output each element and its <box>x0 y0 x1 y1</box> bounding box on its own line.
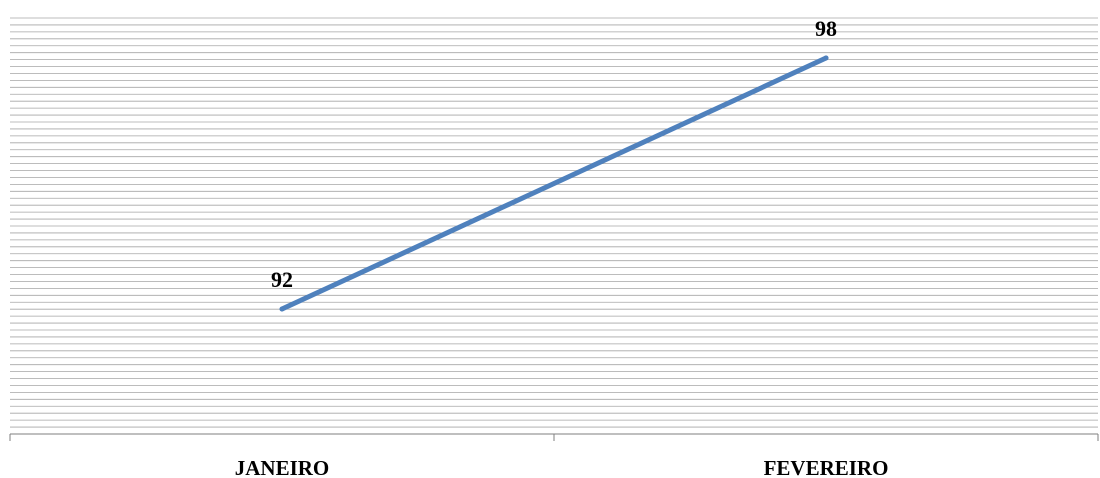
x-axis-ticks <box>9 434 1099 441</box>
data-labels: 92 98 <box>271 16 837 292</box>
gridlines <box>10 17 1098 428</box>
series-group <box>279 55 829 312</box>
data-label: 92 <box>271 267 293 292</box>
x-tick-label: FEVEREIRO <box>764 456 889 478</box>
x-tick-label: JANEIRO <box>235 456 330 478</box>
data-point <box>279 306 285 312</box>
category-labels: JANEIRO FEVEREIRO <box>235 456 889 478</box>
data-label: 98 <box>815 16 837 41</box>
data-point <box>823 55 829 61</box>
series-line <box>279 55 829 312</box>
